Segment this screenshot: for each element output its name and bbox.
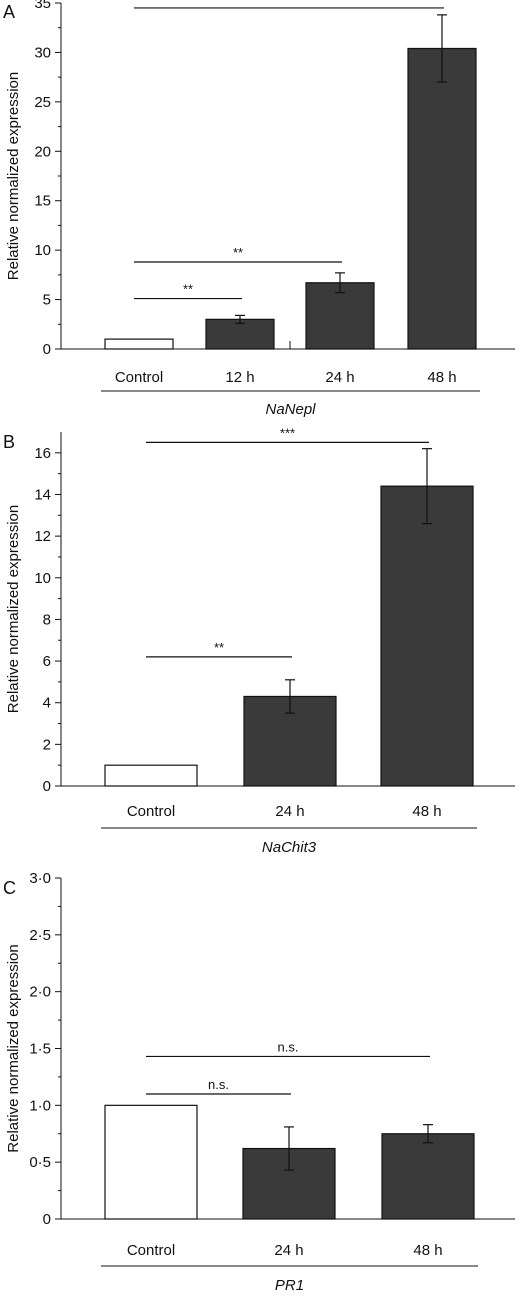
chart-panel-b: B Relative normalized expression 0 2 4 6 8 10 12… — [3, 425, 515, 856]
significance-label: ** — [183, 282, 193, 297]
x-category-label: 48 h — [412, 803, 441, 820]
significance-label: n.s. — [278, 1039, 299, 1054]
significance-label: *** — [281, 0, 296, 6]
y-tick-label: 2 — [43, 736, 51, 753]
x-category-label: 24 h — [275, 803, 304, 820]
panel-letter: C — [3, 878, 16, 898]
panel-letter: B — [3, 432, 15, 452]
y-tick-label: 14 — [34, 486, 51, 503]
y-tick-label: 20 — [34, 143, 51, 160]
chart-panel-a: A Relative normalized expression 0 5 10 15 20 2… — [3, 0, 515, 418]
bar — [305, 282, 375, 350]
panel-letter: A — [3, 2, 15, 22]
gene-name-label: NaChit3 — [262, 839, 317, 856]
significance-label: n.s. — [208, 1077, 229, 1092]
y-tick-label: 10 — [34, 570, 51, 587]
significance-label: *** — [280, 425, 295, 440]
bar — [380, 485, 474, 787]
x-category-label: 24 h — [325, 369, 354, 386]
x-category-label: 24 h — [274, 1242, 303, 1259]
y-tick-label: 8 — [43, 611, 51, 628]
y-tick-label: 0 — [43, 778, 51, 795]
significance-label: ** — [233, 245, 243, 260]
y-tick-label: 15 — [34, 193, 51, 210]
y-tick-label: 6 — [43, 653, 51, 670]
y-tick-label: 4 — [43, 695, 51, 712]
y-axis-label: Relative normalized expression — [5, 505, 22, 713]
y-tick-label: 2·5 — [29, 927, 51, 944]
gene-name-label: PR1 — [275, 1277, 304, 1294]
y-axis-label: Relative normalized expression — [5, 944, 22, 1152]
y-tick-label: 30 — [34, 44, 51, 61]
chart-panel-c: C Relative normalized expression 0 0·5 1·0 1·… — [3, 870, 515, 1294]
x-category-label: 12 h — [225, 369, 254, 386]
y-tick-label: 10 — [34, 242, 51, 259]
y-tick-label: 5 — [43, 292, 51, 309]
y-tick-label: 2·0 — [29, 984, 51, 1001]
bar — [104, 338, 174, 350]
x-category-label: Control — [127, 1242, 175, 1259]
y-tick-label: 1·0 — [29, 1097, 51, 1114]
gene-name-label: NaNepl — [265, 401, 316, 418]
y-tick-label: 35 — [34, 0, 51, 12]
significance-label: ** — [214, 640, 224, 655]
bar — [381, 1133, 475, 1220]
y-tick-label: 25 — [34, 94, 51, 111]
y-tick-label: 16 — [34, 445, 51, 462]
y-tick-label: 3·0 — [29, 870, 51, 887]
bar — [104, 1104, 198, 1220]
y-tick-label: 1·5 — [29, 1041, 51, 1058]
bar — [407, 47, 477, 350]
x-category-label: 48 h — [427, 369, 456, 386]
y-axis-label: Relative normalized expression — [5, 72, 22, 280]
x-category-label: Control — [127, 803, 175, 820]
y-tick-label: 12 — [34, 528, 51, 545]
y-tick-label: 0·5 — [29, 1154, 51, 1171]
x-category-label: 48 h — [413, 1242, 442, 1259]
bar — [104, 764, 198, 787]
y-tick-label: 0 — [43, 341, 51, 358]
x-category-label: Control — [115, 369, 163, 386]
y-tick-label: 0 — [43, 1211, 51, 1228]
